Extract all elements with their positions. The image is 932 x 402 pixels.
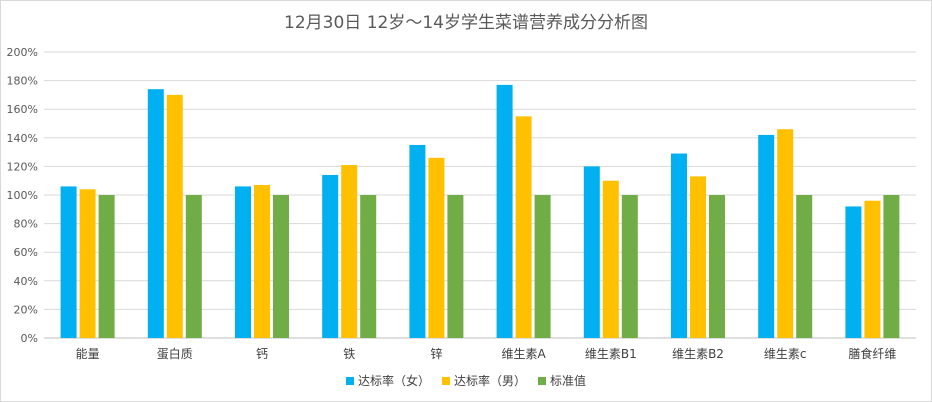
y-tick-label: 40% [14,275,38,288]
y-tick-label: 200% [7,46,38,59]
category-label: 铁 [343,347,355,361]
chart-title: 12月30日 12岁～14岁学生菜谱营养成分分析图 [284,13,648,33]
bar [409,144,426,338]
category-label: 维生素A [501,347,546,361]
legend: 达标率（女） 达标率（男） 标准值 [0,372,932,389]
y-axis-ticks: 0% 20% 40% 60% 80% 100% 120% 140% 160% 180% 200% [7,46,38,345]
bar [496,84,513,338]
y-tick-label: 80% [14,218,38,231]
legend-item: 达标率（男） [441,372,526,389]
bar [796,195,813,338]
y-tick-label: 100% [7,189,38,202]
bar [147,89,164,339]
category-label: 能量 [76,347,100,361]
y-tick-label: 120% [7,160,38,173]
bar [235,186,251,338]
bar [621,195,638,338]
category-label: 维生素B1 [585,347,637,361]
category-label: 维生素c [764,347,807,361]
bar [671,153,687,338]
category-label: 膳食纤维 [848,346,896,361]
y-tick-label: 60% [14,246,38,259]
y-tick-label: 160% [7,103,38,116]
y-tick-label: 140% [7,132,38,145]
bar [447,195,464,338]
bar [534,195,551,338]
bar [79,189,96,338]
bar [690,176,706,338]
bar [360,195,377,338]
bar [515,116,532,338]
y-tick-label: 180% [7,75,38,88]
legend-label: 达标率（男） [453,374,526,388]
bar [185,195,202,338]
bar [864,200,881,338]
category-label: 锌 [430,347,442,361]
bar [166,94,183,339]
bar [60,186,77,338]
category-label: 维生素B2 [672,347,724,361]
bar [273,195,289,338]
legend-swatch [538,376,546,385]
bar [254,184,270,338]
bar [845,206,862,338]
legend-label: 达标率（女） [357,374,430,388]
legend-label: 标准值 [550,374,587,388]
legend-swatch [441,376,450,385]
bar [322,174,339,338]
category-label: 钙 [256,347,268,361]
bar [428,157,445,338]
bar [602,180,619,338]
bar [709,195,725,338]
bar [341,164,358,338]
bar [583,166,600,338]
bar [883,195,900,338]
y-tick-label: 20% [14,303,38,316]
bar [758,134,775,338]
y-tick-label: 0% [21,332,38,345]
bar [98,195,115,338]
legend-item: 标准值 [538,372,586,389]
bar [777,129,794,338]
legend-swatch [345,376,354,385]
bars [60,84,900,339]
category-label: 蛋白质 [157,346,193,361]
category-labels: 能量 蛋白质 钙 铁 锌 维生素A 维生素B1 维生素B2 维生素c 膳食纤维 [76,346,897,361]
legend-item: 达标率（女） [345,372,430,389]
